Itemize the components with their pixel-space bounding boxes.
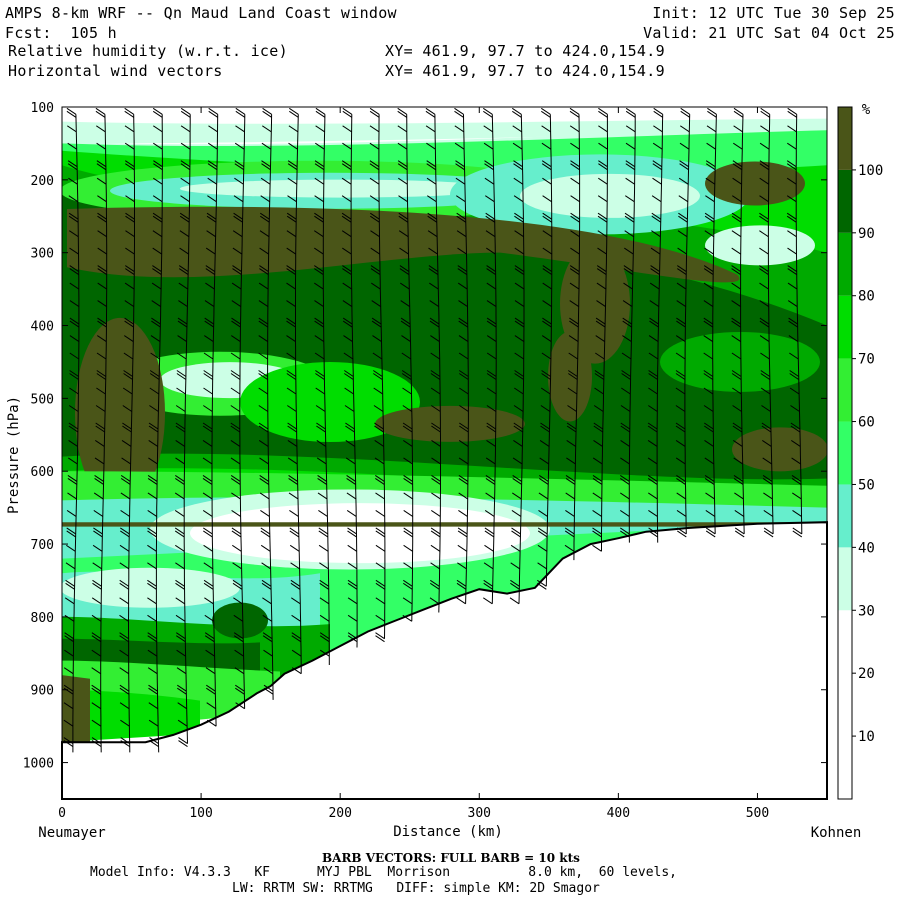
barb-column bbox=[647, 107, 664, 543]
colorbar-label: 20 bbox=[858, 666, 875, 682]
colorbar-segment bbox=[838, 169, 852, 233]
colorbar-segment bbox=[838, 232, 852, 296]
colorbar-label: 100 bbox=[858, 163, 883, 179]
x-end-label: Kohnen bbox=[811, 825, 862, 841]
x-tick-label: 500 bbox=[746, 806, 769, 821]
barb-column bbox=[147, 107, 163, 753]
y-tick-label: 900 bbox=[31, 684, 54, 699]
y-axis: 100 200 300 400 500 600 700 800 900 1000 bbox=[23, 101, 827, 772]
colorbar-label: 50 bbox=[858, 477, 875, 493]
y-tick-label: 100 bbox=[31, 101, 54, 116]
barb-column bbox=[759, 107, 774, 538]
barb-column bbox=[703, 107, 717, 538]
x-tick-label: 300 bbox=[468, 806, 491, 821]
colorbar-label: 90 bbox=[858, 226, 875, 242]
barb-column bbox=[286, 107, 302, 675]
y-axis-label: Pressure (hPa) bbox=[6, 396, 22, 514]
barb-column bbox=[675, 107, 691, 538]
barb-column bbox=[202, 107, 219, 727]
colorbar-label: 10 bbox=[858, 729, 875, 745]
colorbar-label: 80 bbox=[858, 289, 875, 305]
barb-column bbox=[786, 107, 803, 538]
y-tick-label: 800 bbox=[31, 611, 54, 626]
colorbar-segment bbox=[838, 547, 852, 611]
x-axis-label: Distance (km) bbox=[393, 824, 503, 840]
colorbar-segment bbox=[838, 484, 852, 548]
colorbar-segment bbox=[838, 358, 852, 422]
y-tick-label: 400 bbox=[31, 320, 54, 335]
barb-column bbox=[454, 107, 469, 605]
terrain-surface bbox=[61, 521, 828, 800]
model-info-line1: Model Info: V4.3.3 KF MYJ PBL Morrison 8… bbox=[90, 865, 677, 880]
model-info-line2: LW: RRTM SW: RRTMG DIFF: simple KM: 2D S… bbox=[232, 881, 600, 896]
barb-column bbox=[731, 107, 745, 538]
y-tick-label: 700 bbox=[31, 538, 54, 553]
colorbar: 10 20 30 40 50 60 70 80 90 100 bbox=[837, 106, 883, 800]
colorbar-segment bbox=[838, 610, 852, 674]
colorbar-unit: % bbox=[862, 102, 871, 118]
colorbar-segment bbox=[838, 295, 852, 359]
x-tick-label: 100 bbox=[189, 806, 212, 821]
header-xy-rh: XY= 461.9, 97.7 to 424.0,154.9 bbox=[385, 42, 665, 60]
colorbar-label: 60 bbox=[858, 415, 875, 431]
colorbar-segment bbox=[838, 421, 852, 485]
header-field-wind: Horizontal wind vectors bbox=[8, 62, 223, 80]
barb-column bbox=[592, 107, 608, 552]
barb-column bbox=[314, 107, 330, 665]
barb-column bbox=[63, 107, 80, 753]
y-tick-label: 600 bbox=[31, 465, 54, 480]
barb-column bbox=[397, 107, 414, 622]
header-title: AMPS 8-km WRF -- Qn Maud Land Coast wind… bbox=[5, 4, 397, 22]
x-tick-label: 400 bbox=[607, 806, 630, 821]
x-axis: 0 100 200 300 400 500 bbox=[58, 107, 769, 821]
colorbar-segment bbox=[838, 107, 852, 170]
x-tick-label: 0 bbox=[58, 806, 66, 821]
plot-frame bbox=[61, 106, 828, 800]
x-tick-label: 200 bbox=[328, 806, 351, 821]
barb-column bbox=[91, 107, 108, 753]
y-tick-label: 300 bbox=[31, 247, 54, 262]
wind-barbs bbox=[63, 107, 803, 753]
colorbar-label: 70 bbox=[858, 352, 875, 368]
barb-column bbox=[509, 107, 525, 605]
colorbar-segment bbox=[838, 736, 852, 799]
colorbar-label: 30 bbox=[858, 603, 875, 619]
header-field-rh: Relative humidity (w.r.t. ice) bbox=[8, 42, 288, 60]
barb-vector-note: BARB VECTORS: FULL BARB = 10 kts bbox=[322, 851, 580, 865]
colorbar-segment bbox=[838, 673, 852, 737]
barb-column bbox=[483, 107, 497, 605]
barb-column bbox=[119, 107, 135, 753]
barb-column bbox=[258, 107, 274, 700]
header-xy-wind: XY= 461.9, 97.7 to 424.0,154.9 bbox=[385, 62, 665, 80]
barb-column bbox=[537, 107, 553, 590]
barb-column bbox=[341, 107, 358, 648]
barb-column bbox=[620, 107, 636, 543]
header-valid-time: Valid: 21 UTC Sat 04 Oct 25 bbox=[643, 24, 895, 42]
y-tick-label: 500 bbox=[31, 392, 54, 407]
colorbar-label: 40 bbox=[858, 540, 875, 556]
header-init-time: Init: 12 UTC Tue 30 Sep 25 bbox=[652, 4, 895, 22]
x-start-label: Neumayer bbox=[38, 825, 105, 841]
y-tick-label: 1000 bbox=[23, 757, 54, 772]
barb-column bbox=[369, 107, 386, 643]
barb-column bbox=[425, 107, 441, 613]
barb-column bbox=[174, 107, 191, 748]
y-tick-label: 200 bbox=[31, 174, 54, 189]
colorbar-frame bbox=[837, 106, 853, 800]
barb-column bbox=[230, 107, 246, 710]
barb-column bbox=[564, 107, 581, 561]
header-forecast-hour: Fcst: 105 h bbox=[5, 24, 117, 42]
